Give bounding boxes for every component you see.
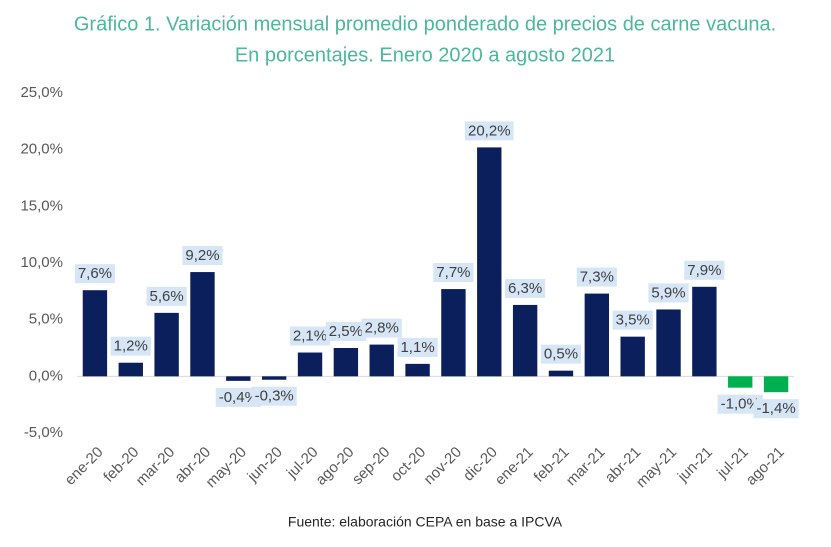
bar <box>405 363 430 377</box>
bar <box>190 272 215 377</box>
value-label-bg <box>251 386 297 406</box>
y-tick-label: 10,0% <box>20 254 63 271</box>
bar <box>297 352 323 377</box>
chart-subtitle: En porcentajes. Enero 2020 a agosto 2021 <box>235 44 615 66</box>
x-tick-label: ago-21 <box>743 444 788 489</box>
value-label: 7,7% <box>436 264 470 281</box>
bar <box>548 370 574 377</box>
value-label-bg <box>753 399 799 419</box>
y-tick-label: 25,0% <box>20 84 63 101</box>
value-label-bg <box>717 394 763 414</box>
value-label: 20,2% <box>468 122 511 139</box>
value-label-bg <box>648 283 689 303</box>
bar <box>656 309 681 377</box>
x-tick-label: ene-21 <box>492 444 537 489</box>
value-label: 7,6% <box>78 265 112 282</box>
value-label: 0,5% <box>544 346 578 363</box>
bar <box>226 376 251 381</box>
x-tick-label: sep-20 <box>349 444 393 488</box>
x-tick-label: may-21 <box>633 444 680 491</box>
value-label-bg <box>433 263 474 283</box>
value-label-bg <box>361 318 402 338</box>
bar <box>763 376 789 393</box>
y-tick-label: -5,0% <box>24 424 63 441</box>
x-tick-label: jun-20 <box>244 444 286 486</box>
value-label-bg <box>397 337 438 357</box>
y-tick-label: 20,0% <box>20 141 63 158</box>
bar <box>620 336 645 377</box>
value-label: 7,3% <box>580 269 614 286</box>
bar <box>333 348 359 377</box>
value-label-bg <box>289 326 331 346</box>
x-tick-label: may-20 <box>203 444 250 491</box>
value-label: -0,4% <box>219 389 258 406</box>
bar <box>477 147 502 377</box>
value-label: 3,5% <box>616 312 650 329</box>
value-label-bg <box>74 264 116 284</box>
value-label-bg <box>110 336 151 356</box>
bar <box>441 289 466 377</box>
bar <box>82 290 108 377</box>
bar <box>584 293 610 377</box>
value-label-bg <box>325 321 366 341</box>
value-label: 2,5% <box>329 323 363 340</box>
value-label-bg <box>576 267 617 287</box>
value-label-bg <box>612 310 653 330</box>
value-label-bg <box>465 121 514 141</box>
x-tick-label: mar-21 <box>563 444 609 490</box>
source-note: Fuente: elaboración CEPA en base a IPCVA <box>288 514 563 530</box>
value-label: 5,9% <box>651 284 685 301</box>
bar <box>261 376 287 380</box>
y-tick-label: 5,0% <box>29 311 63 328</box>
value-label: 7,9% <box>687 262 721 279</box>
value-label-bg <box>540 344 582 364</box>
x-tick-label: mar-20 <box>133 444 179 490</box>
x-tick-label: jun-21 <box>674 444 716 486</box>
value-label-bg <box>684 260 725 280</box>
y-tick-label: 0,0% <box>29 367 63 384</box>
value-label: 1,1% <box>400 339 434 356</box>
value-label-bg <box>146 286 187 306</box>
bar <box>728 376 753 388</box>
value-label-bg <box>182 246 223 266</box>
bar <box>512 304 538 377</box>
value-label-bg <box>505 278 546 298</box>
value-label: -0,3% <box>255 388 294 405</box>
value-label: 9,2% <box>185 247 219 264</box>
value-label: 5,6% <box>150 288 184 305</box>
value-label: -1,0% <box>721 396 760 413</box>
bar <box>369 344 394 377</box>
x-tick-label: ene-20 <box>62 444 107 489</box>
x-tick-label: nov-20 <box>421 444 465 488</box>
bar <box>692 286 717 377</box>
chart-title: Gráfico 1. Variación mensual promedio po… <box>74 13 776 35</box>
value-label: -1,4% <box>756 400 795 417</box>
value-label: 1,2% <box>114 338 148 355</box>
bar <box>118 362 143 377</box>
x-tick-label: ago-20 <box>312 444 357 489</box>
value-label: 6,3% <box>508 280 542 297</box>
value-label: 2,1% <box>293 328 327 345</box>
value-label-bg <box>215 387 261 407</box>
y-tick-label: 15,0% <box>20 197 63 214</box>
value-label: 2,8% <box>365 320 399 337</box>
bar <box>154 312 179 377</box>
